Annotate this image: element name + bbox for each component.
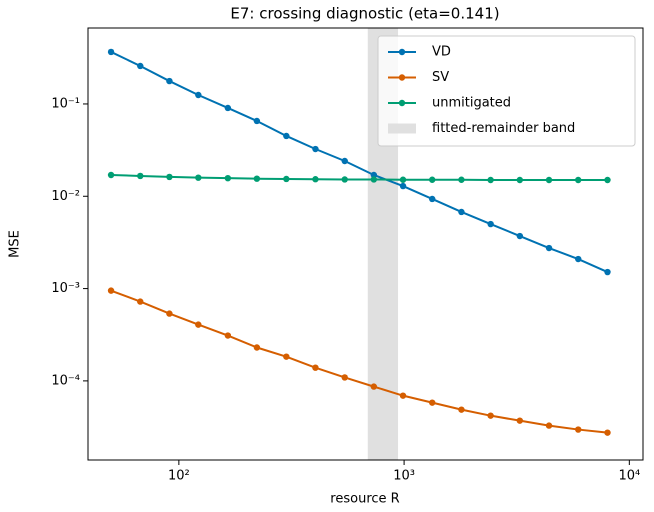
x-tick-label: 10³: [393, 469, 415, 484]
point: [545, 422, 553, 429]
legend-marker: [398, 99, 406, 107]
point: [458, 406, 465, 413]
point: [253, 344, 261, 351]
point: [370, 171, 378, 179]
point: [253, 175, 261, 182]
x-tick-label: 10²: [168, 469, 190, 484]
legend-box: [377, 35, 636, 147]
point: [283, 175, 290, 183]
point: [458, 208, 465, 216]
point: [487, 220, 494, 228]
y-tick-label: 10⁻²: [51, 189, 80, 204]
point: [166, 173, 173, 181]
series-line: [111, 173, 608, 182]
series-line: [110, 51, 608, 273]
point: [429, 399, 436, 406]
point: [604, 429, 611, 436]
legend-label: SV: [432, 70, 449, 85]
point: [166, 310, 173, 317]
y-tick-label: 10⁻¹: [51, 96, 80, 111]
point: [283, 353, 290, 360]
point: [575, 176, 582, 184]
legend-marker: [398, 74, 406, 81]
point: [341, 176, 348, 183]
legend-label: unmitigated: [432, 96, 511, 111]
point: [575, 426, 582, 433]
point: [195, 91, 202, 99]
point: [604, 176, 611, 184]
point: [107, 287, 115, 294]
point: [604, 268, 611, 276]
point: [107, 48, 115, 56]
x-axis-label: resource R: [330, 492, 399, 507]
legend-label: fitted-remainder band: [432, 121, 575, 136]
point: [516, 417, 524, 424]
point: [487, 412, 494, 419]
point: [195, 174, 202, 181]
legend-swatch: [388, 123, 416, 134]
point: [195, 321, 202, 328]
point: [429, 176, 436, 183]
point: [283, 132, 290, 140]
y-tick-label: 10⁻⁴: [51, 373, 80, 388]
x-tick-label: 10⁴: [618, 469, 640, 484]
point: [545, 244, 553, 252]
point: [370, 383, 378, 390]
point: [312, 145, 319, 153]
point: [253, 117, 261, 125]
y-axis-label: MSE: [8, 230, 23, 258]
point: [312, 364, 319, 371]
point: [399, 392, 407, 399]
series-line: [110, 289, 608, 434]
point: [137, 298, 144, 305]
chart-title: E7: crossing diagnostic (eta=0.141): [230, 5, 499, 23]
point: [341, 157, 348, 165]
point: [341, 374, 348, 381]
point: [137, 62, 144, 70]
point: [516, 176, 524, 184]
point: [224, 174, 232, 182]
legend-marker: [398, 48, 406, 56]
point: [545, 176, 553, 184]
point: [399, 182, 407, 190]
y-tick-label: 10⁻³: [51, 281, 80, 296]
point: [224, 332, 232, 339]
point: [429, 195, 436, 203]
point: [516, 232, 524, 240]
point: [137, 172, 144, 180]
point: [312, 176, 319, 183]
point: [107, 171, 115, 179]
point: [370, 176, 378, 183]
point: [487, 176, 494, 184]
point: [224, 104, 232, 112]
point: [399, 176, 407, 183]
point: [575, 255, 582, 263]
plot-frame: [87, 27, 644, 461]
point: [166, 77, 173, 85]
legend: VD SV unmitigated fitted-remainder band: [377, 35, 636, 147]
legend-label: VD: [432, 45, 451, 60]
point: [458, 176, 465, 183]
